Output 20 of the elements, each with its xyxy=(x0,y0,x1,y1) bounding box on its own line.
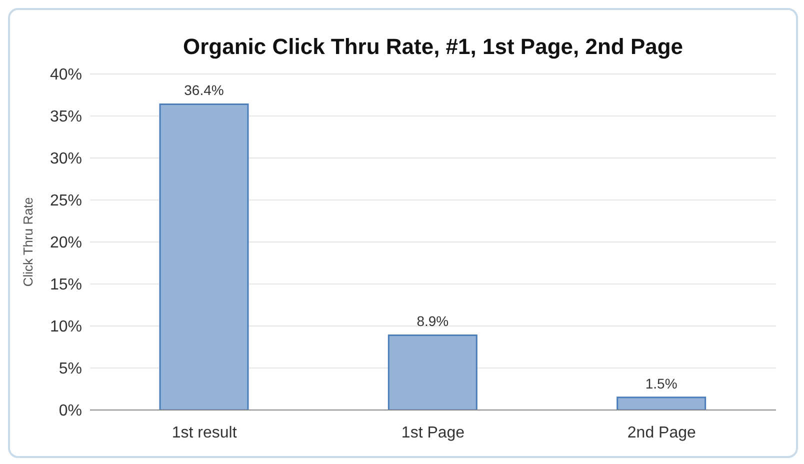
x-tick-label: 1st result xyxy=(172,424,238,442)
y-tick-label: 0% xyxy=(58,402,82,420)
y-axis-title: Click Thru Rate xyxy=(20,197,36,287)
y-tick-label: 10% xyxy=(50,318,82,336)
y-tick-label: 30% xyxy=(50,150,82,168)
chart-title: Organic Click Thru Rate, #1, 1st Page, 2nd Page xyxy=(182,34,684,60)
bar xyxy=(388,334,478,410)
y-tick-label: 5% xyxy=(58,360,82,378)
y-tick-label: 20% xyxy=(50,234,82,252)
y-tick-label: 15% xyxy=(50,276,82,294)
x-tick-label: 2nd Page xyxy=(627,424,696,442)
bar xyxy=(159,103,249,410)
data-label: 1.5% xyxy=(645,375,678,392)
bar xyxy=(616,396,706,410)
x-tick-label: 1st Page xyxy=(401,424,465,442)
y-tick-label: 35% xyxy=(50,108,82,126)
y-tick-label: 25% xyxy=(50,192,82,210)
y-tick-label: 40% xyxy=(50,66,82,84)
data-label: 36.4% xyxy=(184,82,224,98)
data-label: 8.9% xyxy=(416,313,449,330)
